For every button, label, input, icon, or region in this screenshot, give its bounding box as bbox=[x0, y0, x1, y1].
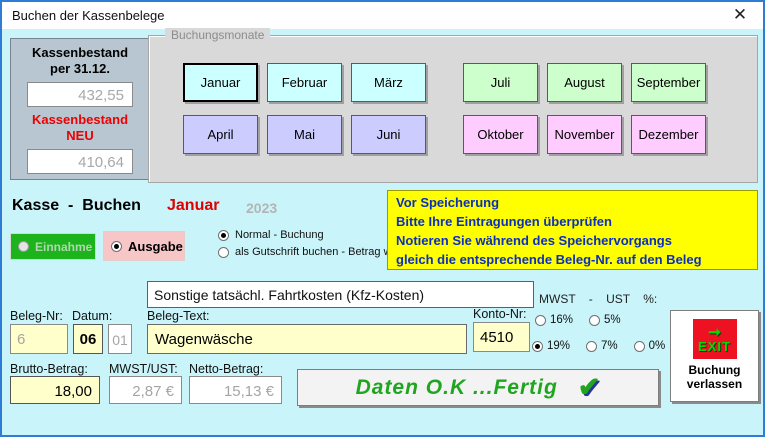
notice-box: Vor Speicherung Bitte Ihre Eintragungen … bbox=[387, 190, 758, 270]
ausgabe-radio[interactable] bbox=[111, 240, 122, 252]
vat-row-2: 19% 7% 0% bbox=[532, 340, 665, 352]
close-icon[interactable]: ✕ bbox=[732, 5, 748, 24]
vat-option-16[interactable]: 16% bbox=[535, 314, 573, 326]
vat-7-radio[interactable] bbox=[586, 340, 598, 352]
notice-line-3: Notieren Sie während des Speichervorgang… bbox=[396, 233, 672, 248]
ausgabe-button[interactable]: Ausgabe bbox=[103, 231, 185, 261]
notice-line-4: gleich die entsprechende Beleg-Nr. auf d… bbox=[396, 252, 702, 267]
section-title: Kasse - Buchen bbox=[12, 197, 141, 214]
month-button-februar[interactable]: Februar bbox=[267, 63, 342, 102]
month-button-august[interactable]: August bbox=[547, 63, 622, 102]
exit-icon: ➞ EXIT bbox=[692, 319, 737, 359]
vat-7-label: 7% bbox=[601, 340, 618, 352]
vat-16-label: 16% bbox=[550, 314, 574, 326]
vat-5-label: 5% bbox=[604, 314, 621, 326]
beleg-text-label: Beleg-Text: bbox=[147, 309, 210, 323]
title-bar: Buchen der Kassenbelege ✕ bbox=[2, 2, 763, 29]
month-button-juni[interactable]: Juni bbox=[351, 115, 426, 154]
datum-label: Datum: bbox=[72, 309, 113, 323]
kassenbestand-panel: Kassenbestand per 31.12. 432,55 Kassenbe… bbox=[10, 38, 150, 180]
buchungsmonate-groupbox: Buchungsmonate Januar Februar März April… bbox=[148, 28, 758, 183]
buchungsmonate-legend: Buchungsmonate bbox=[165, 28, 271, 42]
normal-buchung-radio[interactable] bbox=[218, 229, 229, 241]
mwst-label: MWST/UST: bbox=[109, 362, 178, 376]
exit-arrow-icon: ➞ bbox=[708, 324, 721, 341]
vat-option-5[interactable]: 5% bbox=[589, 314, 621, 326]
brutto-field[interactable]: 18,00 bbox=[10, 376, 100, 404]
month-button-oktober[interactable]: Oktober bbox=[463, 115, 538, 154]
radio-normal-buchung[interactable]: Normal - Buchung bbox=[218, 229, 429, 241]
vat-header: MWST - UST %: bbox=[539, 292, 658, 306]
radio-gutschrift[interactable]: als Gutschrift buchen - Betrag wird auf … bbox=[218, 246, 429, 258]
konto-nr-label: Konto-Nr: bbox=[473, 307, 527, 321]
daten-ok-button[interactable]: Daten O.K ...Fertig ✔ bbox=[297, 369, 659, 406]
mwst-field: 2,87 € bbox=[109, 376, 182, 404]
category-field[interactable]: Sonstige tatsächl. Fahrtkosten (Kfz-Kost… bbox=[147, 281, 534, 308]
vat-option-19[interactable]: 19% bbox=[532, 340, 570, 352]
vat-option-0[interactable]: 0% bbox=[633, 340, 666, 352]
vat-0-radio[interactable] bbox=[633, 340, 645, 352]
vat-16-radio[interactable] bbox=[535, 314, 546, 326]
normal-buchung-label: Normal - Buchung bbox=[235, 229, 324, 241]
vat-19-label: 19% bbox=[547, 340, 571, 352]
beleg-text-field[interactable]: Wagenwäsche bbox=[147, 324, 467, 354]
year-label: 2023 bbox=[246, 200, 278, 216]
month-button-maerz[interactable]: März bbox=[351, 63, 426, 102]
vat-0-label: 0% bbox=[648, 340, 666, 352]
gutschrift-label: als Gutschrift buchen - Betrag wird auf … bbox=[235, 246, 429, 258]
buchung-verlassen-button[interactable]: ➞ EXIT Buchung verlassen bbox=[670, 310, 759, 402]
datum-day-field[interactable]: 06 bbox=[73, 324, 103, 354]
einnahme-button[interactable]: Einnahme bbox=[10, 233, 96, 260]
netto-field: 15,13 € bbox=[189, 376, 282, 404]
exit-label-line2: verlassen bbox=[686, 377, 743, 391]
notice-line-2: Bitte Ihre Eintragungen überprüfen bbox=[396, 214, 612, 229]
exit-label-line1: Buchung bbox=[688, 363, 741, 377]
month-button-mai[interactable]: Mai bbox=[267, 115, 342, 154]
month-button-november[interactable]: November bbox=[547, 115, 622, 154]
kassenbestand-title-line1: Kassenbestand bbox=[31, 45, 129, 60]
datum-month-field[interactable]: 01 bbox=[108, 324, 132, 354]
einnahme-label: Einnahme bbox=[35, 239, 93, 254]
kassenbestand-new-field: 410,64 bbox=[27, 149, 133, 174]
brutto-label: Brutto-Betrag: bbox=[10, 362, 88, 376]
window-title: Buchen der Kassenbelege bbox=[12, 8, 165, 23]
vat-option-7[interactable]: 7% bbox=[586, 340, 618, 352]
daten-ok-label: Daten O.K ...Fertig bbox=[355, 375, 558, 399]
kassenbestand-neu-label-line2: NEU bbox=[66, 128, 94, 143]
exit-icon-text: EXIT bbox=[698, 339, 731, 354]
month-button-juli[interactable]: Juli bbox=[463, 63, 538, 102]
booking-type-radios: Normal - Buchung als Gutschrift buchen -… bbox=[218, 229, 429, 263]
netto-label: Netto-Betrag: bbox=[189, 362, 264, 376]
vat-5-radio[interactable] bbox=[589, 314, 601, 326]
beleg-nr-field[interactable]: 6 bbox=[10, 324, 68, 354]
beleg-nr-label: Beleg-Nr: bbox=[10, 309, 63, 323]
kassenbestand-title-line2: per 31.12. bbox=[50, 61, 110, 76]
kassenbestand-old-field: 432,55 bbox=[27, 82, 133, 107]
vat-19-radio[interactable] bbox=[532, 340, 543, 352]
ausgabe-label: Ausgabe bbox=[128, 238, 183, 254]
einnahme-radio[interactable] bbox=[18, 241, 29, 252]
vat-row-1: 16% 5% bbox=[535, 314, 621, 326]
month-button-dezember[interactable]: Dezember bbox=[631, 115, 706, 154]
gutschrift-radio[interactable] bbox=[218, 246, 229, 258]
month-button-april[interactable]: April bbox=[183, 115, 258, 154]
check-icon: ✔ bbox=[577, 372, 601, 402]
notice-line-1: Vor Speicherung bbox=[396, 195, 500, 210]
konto-nr-field[interactable]: 4510 bbox=[473, 322, 530, 352]
kassenbestand-neu-label-line1: Kassenbestand bbox=[31, 112, 129, 127]
month-button-september[interactable]: September bbox=[631, 63, 706, 102]
active-month-label: Januar bbox=[167, 197, 220, 214]
month-button-januar[interactable]: Januar bbox=[183, 63, 258, 102]
